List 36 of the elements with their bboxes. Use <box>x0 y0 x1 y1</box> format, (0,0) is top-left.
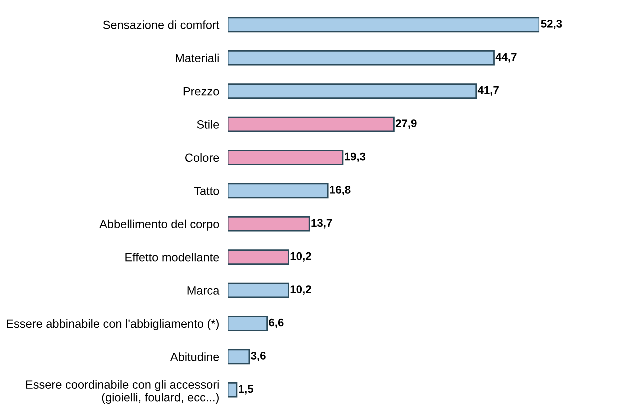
y-tick-label: Sensazione di comfort <box>103 20 220 30</box>
data-label: 10,2 <box>290 286 312 296</box>
bar <box>228 150 344 166</box>
bar <box>228 216 310 232</box>
y-tick-label: Abbellimento del corpo <box>100 220 220 231</box>
data-label: 1,5 <box>239 385 254 395</box>
data-label: 19,3 <box>345 152 366 162</box>
bar <box>228 116 395 132</box>
bar <box>228 382 238 398</box>
data-label: 52,3 <box>541 20 562 30</box>
data-label: 10,2 <box>290 252 312 262</box>
data-label: 44,7 <box>496 53 517 63</box>
data-label: 16,8 <box>330 186 351 196</box>
data-label: 41,7 <box>478 86 499 96</box>
bar <box>228 349 250 365</box>
data-label: 27,9 <box>396 120 417 130</box>
y-tick-label: Abitudine <box>170 352 220 362</box>
y-tick-label: Materiali <box>176 54 219 62</box>
data-label: 6,6 <box>269 318 284 328</box>
data-label: 3,6 <box>251 352 266 362</box>
bar <box>228 183 329 199</box>
bar <box>228 250 290 265</box>
y-tick-label: Stile <box>197 120 220 129</box>
bar <box>228 50 495 66</box>
y-tick-label: Prezzo <box>184 87 220 96</box>
y-tick-label: Effetto modellante <box>126 253 220 262</box>
bar <box>228 17 540 33</box>
data-label: 13,7 <box>312 219 332 229</box>
bar <box>228 316 268 332</box>
y-tick-label: Essere coordinabile con gli accessori (gioielli, foulard, ecc...) <box>26 380 219 404</box>
y-tick-label: Colore <box>186 153 220 162</box>
bar <box>228 282 290 298</box>
y-tick-label: Tatto <box>194 187 220 196</box>
y-tick-label: Essere abbinabile con l'abbigliamento (*) <box>7 319 219 330</box>
y-tick-label: Marca <box>188 286 220 295</box>
bar <box>228 84 478 99</box>
